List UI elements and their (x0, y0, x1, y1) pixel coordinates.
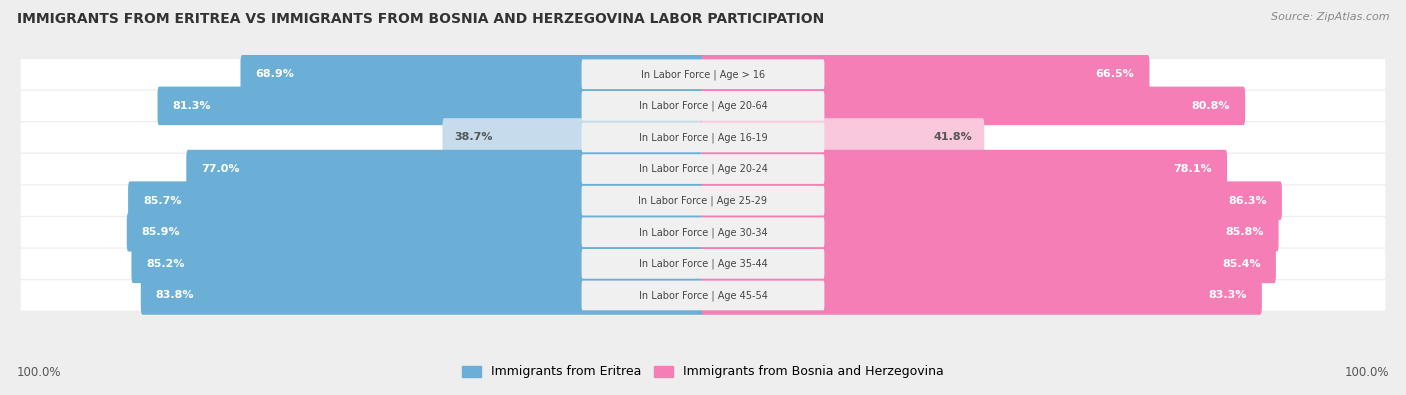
FancyBboxPatch shape (702, 87, 1246, 125)
Text: 41.8%: 41.8% (934, 132, 973, 143)
Text: In Labor Force | Age 20-24: In Labor Force | Age 20-24 (638, 164, 768, 174)
FancyBboxPatch shape (582, 154, 824, 184)
Text: In Labor Force | Age 35-44: In Labor Force | Age 35-44 (638, 259, 768, 269)
Text: In Labor Force | Age 45-54: In Labor Force | Age 45-54 (638, 290, 768, 301)
Legend: Immigrants from Eritrea, Immigrants from Bosnia and Herzegovina: Immigrants from Eritrea, Immigrants from… (463, 365, 943, 378)
Text: In Labor Force | Age 25-29: In Labor Force | Age 25-29 (638, 196, 768, 206)
FancyBboxPatch shape (443, 118, 704, 157)
FancyBboxPatch shape (702, 118, 984, 157)
FancyBboxPatch shape (186, 150, 704, 188)
Text: 77.0%: 77.0% (201, 164, 240, 174)
FancyBboxPatch shape (21, 186, 1385, 216)
FancyBboxPatch shape (582, 249, 824, 279)
FancyBboxPatch shape (582, 59, 824, 89)
Text: 85.4%: 85.4% (1222, 259, 1261, 269)
Text: In Labor Force | Age 20-64: In Labor Force | Age 20-64 (638, 101, 768, 111)
FancyBboxPatch shape (702, 245, 1275, 283)
FancyBboxPatch shape (21, 59, 1385, 89)
FancyBboxPatch shape (131, 245, 704, 283)
Text: 81.3%: 81.3% (173, 101, 211, 111)
Text: 100.0%: 100.0% (17, 366, 62, 379)
FancyBboxPatch shape (702, 150, 1227, 188)
FancyBboxPatch shape (127, 213, 704, 252)
FancyBboxPatch shape (240, 55, 704, 94)
Text: 85.8%: 85.8% (1225, 227, 1264, 237)
Text: 83.3%: 83.3% (1208, 290, 1247, 301)
Text: 85.9%: 85.9% (142, 227, 180, 237)
FancyBboxPatch shape (582, 186, 824, 216)
Text: 78.1%: 78.1% (1174, 164, 1212, 174)
Text: 83.8%: 83.8% (156, 290, 194, 301)
FancyBboxPatch shape (141, 276, 704, 315)
Text: In Labor Force | Age > 16: In Labor Force | Age > 16 (641, 69, 765, 79)
FancyBboxPatch shape (21, 249, 1385, 279)
FancyBboxPatch shape (21, 217, 1385, 247)
Text: 86.3%: 86.3% (1229, 196, 1267, 206)
Text: 66.5%: 66.5% (1095, 69, 1135, 79)
FancyBboxPatch shape (582, 122, 824, 152)
Text: 85.2%: 85.2% (146, 259, 186, 269)
Text: 38.7%: 38.7% (454, 132, 492, 143)
FancyBboxPatch shape (702, 276, 1261, 315)
Text: Source: ZipAtlas.com: Source: ZipAtlas.com (1271, 12, 1389, 22)
FancyBboxPatch shape (21, 91, 1385, 121)
FancyBboxPatch shape (21, 280, 1385, 310)
FancyBboxPatch shape (702, 181, 1282, 220)
FancyBboxPatch shape (582, 217, 824, 247)
Text: In Labor Force | Age 30-34: In Labor Force | Age 30-34 (638, 227, 768, 237)
FancyBboxPatch shape (582, 91, 824, 121)
FancyBboxPatch shape (157, 87, 704, 125)
FancyBboxPatch shape (702, 55, 1150, 94)
Text: IMMIGRANTS FROM ERITREA VS IMMIGRANTS FROM BOSNIA AND HERZEGOVINA LABOR PARTICIP: IMMIGRANTS FROM ERITREA VS IMMIGRANTS FR… (17, 12, 824, 26)
Text: In Labor Force | Age 16-19: In Labor Force | Age 16-19 (638, 132, 768, 143)
FancyBboxPatch shape (702, 213, 1278, 252)
Text: 85.7%: 85.7% (143, 196, 181, 206)
Text: 68.9%: 68.9% (256, 69, 294, 79)
FancyBboxPatch shape (21, 154, 1385, 184)
FancyBboxPatch shape (128, 181, 704, 220)
Text: 100.0%: 100.0% (1344, 366, 1389, 379)
FancyBboxPatch shape (582, 280, 824, 310)
Text: 80.8%: 80.8% (1191, 101, 1230, 111)
FancyBboxPatch shape (21, 122, 1385, 152)
